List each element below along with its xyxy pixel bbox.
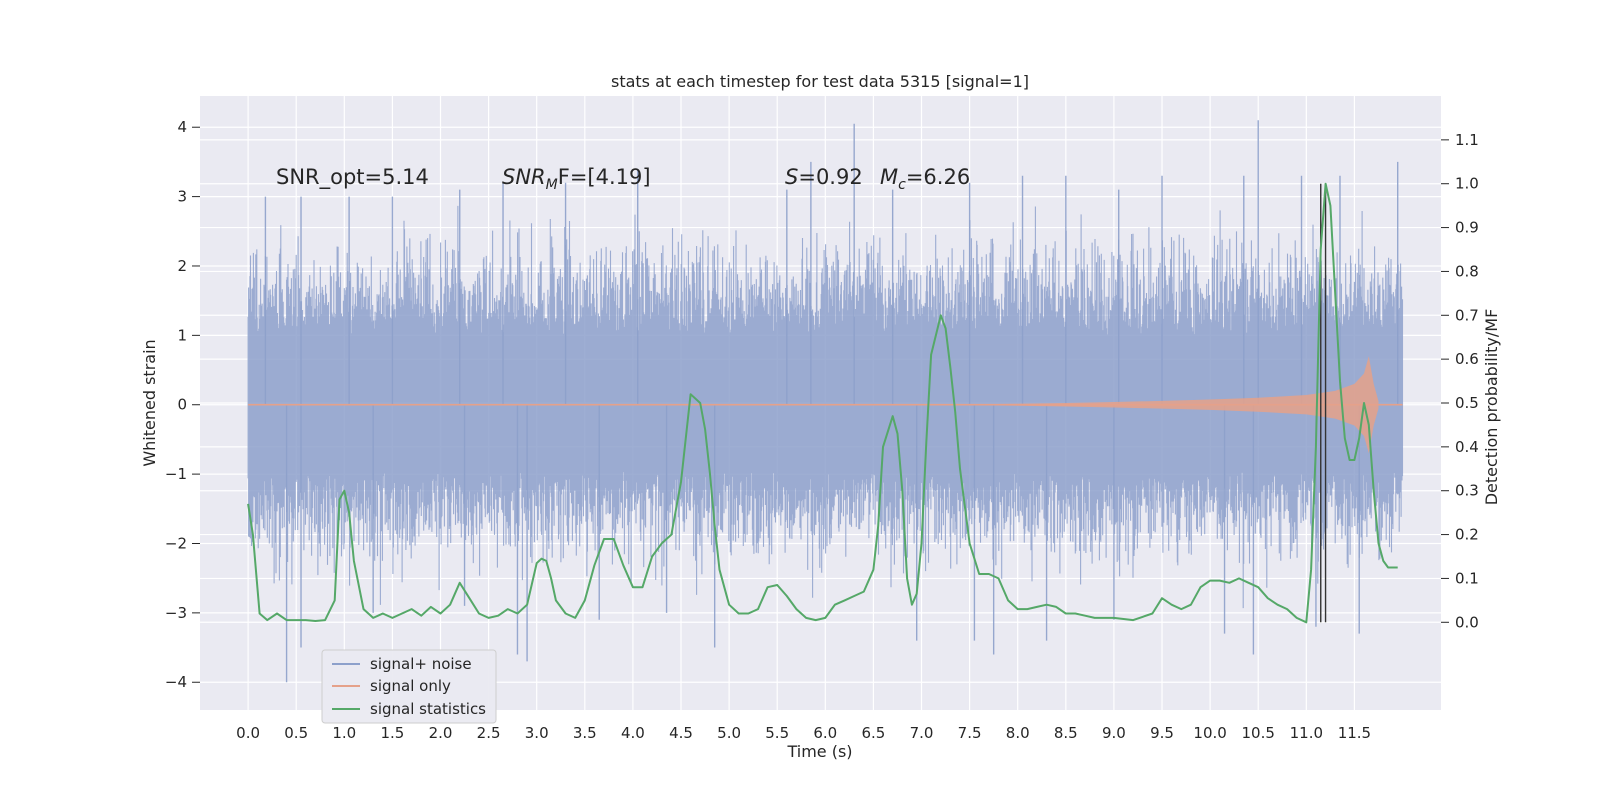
y-right-tick-label: 0.0 xyxy=(1455,613,1479,631)
y-right-tick-label: 0.6 xyxy=(1455,350,1479,368)
x-axis-label: Time (s) xyxy=(786,742,852,761)
annotation-snr-opt: SNR_opt=5.14 xyxy=(276,165,429,190)
signal-statistics-line xyxy=(247,182,1398,624)
y-left-tick-label: 4 xyxy=(177,118,187,136)
annotation-snr-mf-main: SNR xyxy=(502,165,546,189)
y-left-ticks: 4 3 2 1 0 −1 −2 −3 −4 xyxy=(165,118,200,691)
x-tick-label: 9.0 xyxy=(1102,724,1126,742)
y-left-axis-label: Whitened strain xyxy=(140,339,159,466)
x-ticks: 0.0 0.5 1.0 1.5 2.0 2.5 3.0 3.5 4.0 4.5 5.0 5.5 6.0 6… xyxy=(236,724,1371,742)
x-tick-label: 1.5 xyxy=(380,724,404,742)
x-tick-label: 7.0 xyxy=(910,724,934,742)
x-tick-label: 3.0 xyxy=(525,724,549,742)
x-tick-label: 6.0 xyxy=(813,724,837,742)
x-tick-label: 10.0 xyxy=(1193,724,1226,742)
y-right-tick-label: 0.7 xyxy=(1455,306,1479,324)
x-tick-label: 3.5 xyxy=(573,724,597,742)
annotation-s-val: =0.92 xyxy=(798,165,862,189)
annotation-mc: Mc=6.26 xyxy=(880,165,970,193)
x-tick-label: 1.0 xyxy=(332,724,356,742)
y-right-tick-label: 0.8 xyxy=(1455,262,1479,280)
legend: signal+ noise signal only signal statist… xyxy=(321,649,497,724)
y-right-tick-label: 0.1 xyxy=(1455,569,1479,587)
x-tick-label: 2.0 xyxy=(429,724,453,742)
y-right-tick-label: 1.1 xyxy=(1455,131,1479,149)
x-tick-label: 11.0 xyxy=(1290,724,1323,742)
y-right-tick-label: 0.4 xyxy=(1455,438,1479,456)
legend-label-signal-statistics: signal statistics xyxy=(370,700,486,718)
signal-only-series xyxy=(248,356,1403,454)
y-right-tick-label: 1.0 xyxy=(1455,175,1479,193)
x-tick-label: 0.5 xyxy=(284,724,308,742)
x-tick-label: 0.0 xyxy=(236,724,260,742)
y-right-tick-label: 0.3 xyxy=(1455,482,1479,500)
legend-label-signal-only: signal only xyxy=(370,677,451,695)
y-right-tick-label: 0.2 xyxy=(1455,526,1479,544)
x-tick-label: 11.5 xyxy=(1338,724,1371,742)
x-tick-label: 5.5 xyxy=(765,724,789,742)
y-left-tick-label: 3 xyxy=(177,188,187,206)
y-left-tick-label: −4 xyxy=(165,673,187,691)
x-tick-label: 4.5 xyxy=(669,724,693,742)
legend-box xyxy=(321,649,497,724)
y-left-tick-label: 1 xyxy=(177,326,187,344)
x-tick-label: 10.5 xyxy=(1242,724,1275,742)
y-right-tick-label: 0.9 xyxy=(1455,219,1479,237)
y-left-tick-label: 2 xyxy=(177,257,187,275)
signal-statistics-series xyxy=(247,182,1398,624)
x-tick-label: 5.0 xyxy=(717,724,741,742)
annotation-mc-sub: c xyxy=(898,177,906,193)
x-tick-label: 8.5 xyxy=(1054,724,1078,742)
chart-title: stats at each timestep for test data 531… xyxy=(611,72,1029,91)
y-right-axis-label: Detection probability/MF xyxy=(1482,309,1501,506)
y-left-tick-label: −3 xyxy=(165,604,187,622)
annotation-mc-val: =6.26 xyxy=(906,165,970,189)
x-tick-label: 6.5 xyxy=(861,724,885,742)
annotation-snr-mf-rest: F=[4.19] xyxy=(558,165,651,189)
x-tick-label: 8.0 xyxy=(1006,724,1030,742)
y-right-ticks: 1.1 1.0 0.9 0.8 0.7 0.6 0.5 0.4 0.3 0.2 0.1 0.0 xyxy=(1441,131,1479,631)
x-tick-label: 7.5 xyxy=(958,724,982,742)
y-left-tick-label: −1 xyxy=(165,465,187,483)
x-tick-label: 9.5 xyxy=(1150,724,1174,742)
y-left-tick-label: 0 xyxy=(177,396,187,414)
annotation-snr-mf-sub: M xyxy=(546,177,558,193)
annotation-s-var: S xyxy=(785,165,798,189)
signal-only-envelope xyxy=(969,356,1379,454)
y-right-tick-label: 0.5 xyxy=(1455,394,1479,412)
x-tick-label: 2.5 xyxy=(477,724,501,742)
annotation-snr-mf: SNRMF=[4.19] xyxy=(502,165,651,193)
signal-noise-series xyxy=(247,120,1404,683)
annotation-mc-var: M xyxy=(880,165,898,189)
legend-label-signal-noise: signal+ noise xyxy=(370,655,472,673)
annotation-s: S=0.92 xyxy=(785,165,863,189)
y-left-tick-label: −2 xyxy=(165,534,187,552)
x-tick-label: 4.0 xyxy=(621,724,645,742)
